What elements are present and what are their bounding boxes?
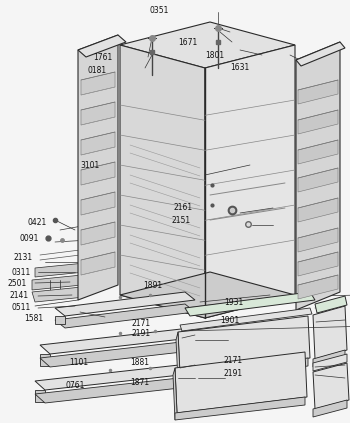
- Polygon shape: [298, 140, 338, 164]
- Polygon shape: [81, 132, 115, 155]
- Polygon shape: [313, 306, 347, 359]
- Text: 1581: 1581: [24, 313, 43, 322]
- Polygon shape: [81, 192, 115, 215]
- Text: 0091: 0091: [19, 233, 38, 242]
- Text: 1931: 1931: [224, 297, 243, 307]
- Text: 2171: 2171: [132, 319, 151, 327]
- Text: 2151: 2151: [172, 215, 191, 225]
- Polygon shape: [298, 168, 338, 192]
- Polygon shape: [32, 287, 85, 302]
- Text: 2131: 2131: [13, 253, 32, 261]
- Text: 0351: 0351: [150, 5, 169, 14]
- Polygon shape: [78, 35, 118, 300]
- Polygon shape: [81, 72, 115, 95]
- Polygon shape: [173, 368, 177, 420]
- Polygon shape: [298, 110, 338, 134]
- Text: 1101: 1101: [69, 357, 88, 366]
- Text: 0511: 0511: [11, 302, 30, 311]
- Polygon shape: [313, 363, 349, 409]
- Polygon shape: [298, 275, 338, 299]
- Text: 1761: 1761: [93, 52, 112, 61]
- Polygon shape: [120, 22, 295, 68]
- Polygon shape: [78, 35, 126, 57]
- Text: 2191: 2191: [224, 368, 243, 377]
- Polygon shape: [35, 390, 45, 402]
- Polygon shape: [55, 292, 195, 316]
- Polygon shape: [120, 272, 295, 318]
- Text: 3101: 3101: [80, 160, 99, 170]
- Polygon shape: [313, 354, 347, 371]
- Polygon shape: [298, 228, 338, 252]
- Polygon shape: [298, 80, 338, 104]
- Polygon shape: [55, 316, 65, 324]
- Polygon shape: [296, 42, 345, 66]
- Text: 2501: 2501: [8, 278, 27, 288]
- Polygon shape: [40, 341, 200, 367]
- Text: 1871: 1871: [130, 377, 149, 387]
- Text: 0761: 0761: [66, 381, 85, 390]
- Text: 1801: 1801: [205, 50, 224, 60]
- Polygon shape: [185, 292, 315, 316]
- Polygon shape: [298, 252, 338, 276]
- Polygon shape: [55, 304, 195, 328]
- Text: 2171: 2171: [224, 355, 243, 365]
- Polygon shape: [178, 316, 310, 374]
- Polygon shape: [313, 350, 345, 367]
- Polygon shape: [180, 308, 312, 331]
- Polygon shape: [175, 397, 305, 420]
- Text: 0311: 0311: [11, 267, 30, 277]
- Text: 1671: 1671: [178, 38, 197, 47]
- Polygon shape: [296, 42, 340, 310]
- Polygon shape: [40, 328, 200, 354]
- Text: 1631: 1631: [230, 63, 249, 71]
- Polygon shape: [120, 45, 205, 318]
- Polygon shape: [313, 400, 347, 417]
- Polygon shape: [32, 275, 82, 290]
- Text: 2191: 2191: [132, 329, 151, 338]
- Text: 1881: 1881: [130, 357, 149, 366]
- Text: 0181: 0181: [88, 66, 107, 74]
- Polygon shape: [81, 162, 115, 185]
- Polygon shape: [81, 102, 115, 125]
- Polygon shape: [178, 358, 308, 382]
- Polygon shape: [205, 45, 295, 318]
- Polygon shape: [40, 354, 50, 366]
- Polygon shape: [81, 252, 115, 275]
- Polygon shape: [315, 296, 347, 313]
- Polygon shape: [298, 198, 338, 222]
- Polygon shape: [35, 364, 198, 390]
- Text: 2141: 2141: [9, 291, 28, 299]
- Polygon shape: [176, 332, 180, 382]
- Polygon shape: [175, 352, 307, 413]
- Polygon shape: [35, 263, 85, 277]
- Text: 0421: 0421: [28, 217, 47, 226]
- Text: 2161: 2161: [174, 203, 193, 212]
- Text: 1901: 1901: [220, 316, 239, 324]
- Polygon shape: [35, 377, 198, 403]
- Polygon shape: [81, 222, 115, 245]
- Text: 1891: 1891: [143, 280, 162, 289]
